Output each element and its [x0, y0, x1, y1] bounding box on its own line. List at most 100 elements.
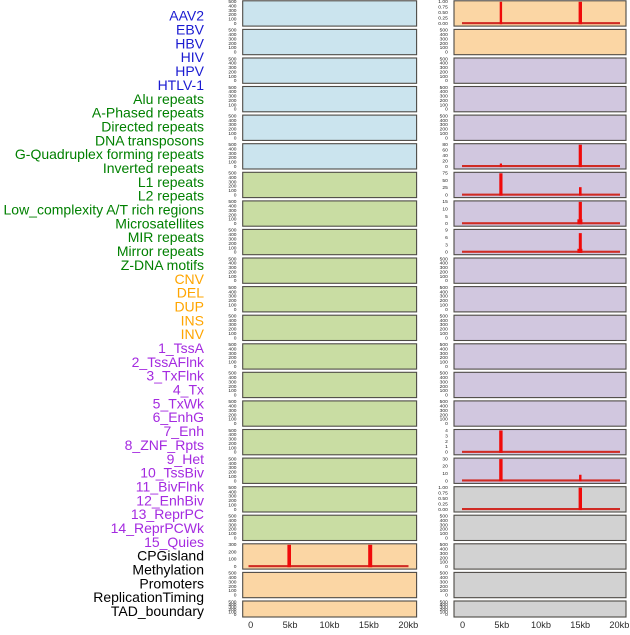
svg-text:7_Enh: 7_Enh [164, 423, 204, 439]
svg-text:0: 0 [234, 21, 237, 27]
svg-text:0: 0 [234, 564, 237, 570]
svg-text:200: 200 [440, 41, 448, 47]
svg-text:500: 500 [228, 371, 236, 377]
svg-text:200: 200 [440, 69, 448, 75]
svg-text:400: 400 [440, 575, 448, 581]
svg-text:400: 400 [228, 289, 236, 295]
svg-text:100: 100 [228, 417, 236, 423]
svg-text:Directed repeats: Directed repeats [101, 119, 204, 135]
svg-text:400: 400 [440, 318, 448, 324]
svg-text:200: 200 [228, 127, 236, 133]
svg-text:100: 100 [228, 360, 236, 366]
svg-text:400: 400 [228, 118, 236, 124]
svg-text:200: 200 [228, 155, 236, 161]
svg-text:15kb: 15kb [570, 620, 590, 630]
svg-text:Methylation: Methylation [132, 562, 204, 578]
svg-text:0: 0 [248, 620, 253, 630]
svg-text:500: 500 [228, 0, 236, 5]
svg-text:400: 400 [228, 89, 236, 95]
svg-text:0.50: 0.50 [438, 496, 448, 502]
svg-text:300: 300 [440, 36, 448, 42]
svg-text:500: 500 [440, 113, 448, 119]
svg-text:100: 100 [228, 188, 236, 194]
svg-text:500: 500 [440, 313, 448, 319]
svg-text:200: 200 [228, 498, 236, 504]
svg-text:500: 500 [440, 28, 448, 34]
svg-text:200: 200 [440, 98, 448, 104]
svg-text:300: 300 [440, 408, 448, 414]
svg-text:9_Het: 9_Het [167, 451, 204, 467]
svg-text:EBV: EBV [176, 22, 205, 38]
svg-text:200: 200 [440, 327, 448, 333]
svg-text:300: 300 [228, 465, 236, 471]
svg-text:Inverted repeats: Inverted repeats [103, 160, 204, 176]
svg-text:0: 0 [234, 135, 237, 141]
svg-text:HBV: HBV [175, 35, 204, 51]
svg-text:200: 200 [440, 527, 448, 533]
svg-text:500: 500 [228, 428, 236, 434]
svg-text:10_TssBiv: 10_TssBiv [140, 465, 204, 481]
svg-text:0: 0 [234, 250, 237, 256]
svg-text:CNV: CNV [174, 271, 204, 287]
svg-text:400: 400 [228, 518, 236, 524]
svg-text:500: 500 [440, 342, 448, 348]
svg-text:400: 400 [228, 461, 236, 467]
svg-text:500: 500 [228, 256, 236, 262]
svg-text:0: 0 [445, 192, 448, 198]
svg-text:14_ReprPCWk: 14_ReprPCWk [111, 520, 205, 536]
svg-text:200: 200 [228, 470, 236, 476]
svg-text:0: 0 [445, 421, 448, 427]
svg-text:0: 0 [445, 221, 448, 227]
svg-text:500: 500 [440, 85, 448, 91]
svg-text:0: 0 [234, 221, 237, 227]
svg-text:0: 0 [234, 107, 237, 113]
svg-text:0: 0 [234, 421, 237, 427]
svg-text:1: 1 [445, 444, 448, 450]
svg-text:400: 400 [228, 575, 236, 581]
svg-text:400: 400 [440, 602, 448, 608]
svg-text:300: 300 [440, 604, 448, 610]
svg-text:13_ReprPC: 13_ReprPC [131, 506, 204, 522]
svg-text:300: 300 [440, 351, 448, 357]
svg-text:100: 100 [228, 531, 236, 537]
svg-text:300: 300 [440, 379, 448, 385]
svg-text:DNA transposons: DNA transposons [95, 132, 204, 148]
svg-text:400: 400 [228, 204, 236, 210]
svg-text:6: 6 [445, 235, 448, 241]
svg-text:200: 200 [440, 298, 448, 304]
svg-text:300: 300 [228, 237, 236, 243]
svg-text:G-Quadruplex forming repeats: G-Quadruplex forming repeats [15, 146, 204, 162]
svg-text:0: 0 [445, 364, 448, 370]
svg-text:300: 300 [228, 208, 236, 214]
svg-text:100: 100 [228, 445, 236, 451]
svg-text:100: 100 [228, 609, 236, 615]
svg-text:200: 200 [440, 127, 448, 133]
svg-text:0: 0 [460, 620, 465, 630]
svg-text:300: 300 [228, 294, 236, 300]
svg-text:300: 300 [228, 151, 236, 157]
svg-text:Microsatellites: Microsatellites [115, 215, 204, 231]
svg-text:0: 0 [234, 278, 237, 284]
svg-text:HPV: HPV [175, 63, 204, 79]
svg-text:HTLV-1: HTLV-1 [158, 77, 205, 93]
svg-text:300: 300 [228, 542, 236, 548]
svg-text:200: 200 [440, 355, 448, 361]
svg-text:500: 500 [440, 371, 448, 377]
svg-text:400: 400 [228, 432, 236, 438]
svg-text:400: 400 [440, 61, 448, 67]
svg-text:100: 100 [440, 331, 448, 337]
svg-text:300: 300 [228, 122, 236, 128]
svg-text:0: 0 [445, 107, 448, 113]
svg-text:400: 400 [228, 318, 236, 324]
svg-text:20: 20 [442, 158, 448, 164]
svg-text:0: 0 [445, 612, 448, 618]
svg-text:400: 400 [228, 146, 236, 152]
svg-text:500: 500 [228, 199, 236, 205]
svg-text:400: 400 [228, 489, 236, 495]
svg-text:500: 500 [440, 514, 448, 520]
svg-text:200: 200 [440, 607, 448, 613]
svg-text:500: 500 [228, 514, 236, 520]
svg-text:500: 500 [228, 285, 236, 291]
svg-text:100: 100 [440, 302, 448, 308]
svg-text:100: 100 [228, 331, 236, 337]
